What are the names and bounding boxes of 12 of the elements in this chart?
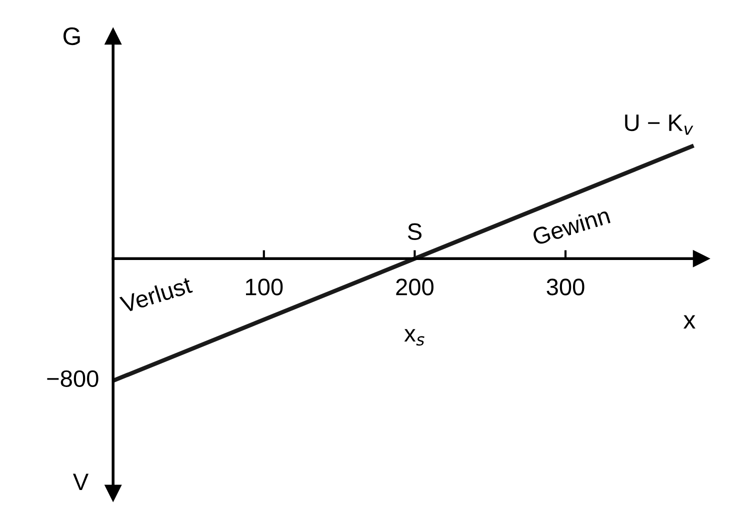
x-axis-title: x — [683, 315, 696, 328]
x-tick-label: 100 — [246, 278, 283, 296]
series-label: U − K$_{v}$ — [625, 114, 694, 135]
annotation: −800 — [47, 370, 98, 388]
annotation: x$_{s}$ — [404, 329, 424, 346]
annotation: Gewinn — [531, 206, 610, 246]
y-axis-title: G — [63, 27, 80, 46]
x-tick-label: 300 — [546, 278, 584, 296]
annotation: Verlust — [119, 276, 193, 314]
x-tick-label: 200 — [396, 278, 434, 296]
annotation: S — [408, 223, 422, 240]
text: V — [72, 474, 89, 490]
